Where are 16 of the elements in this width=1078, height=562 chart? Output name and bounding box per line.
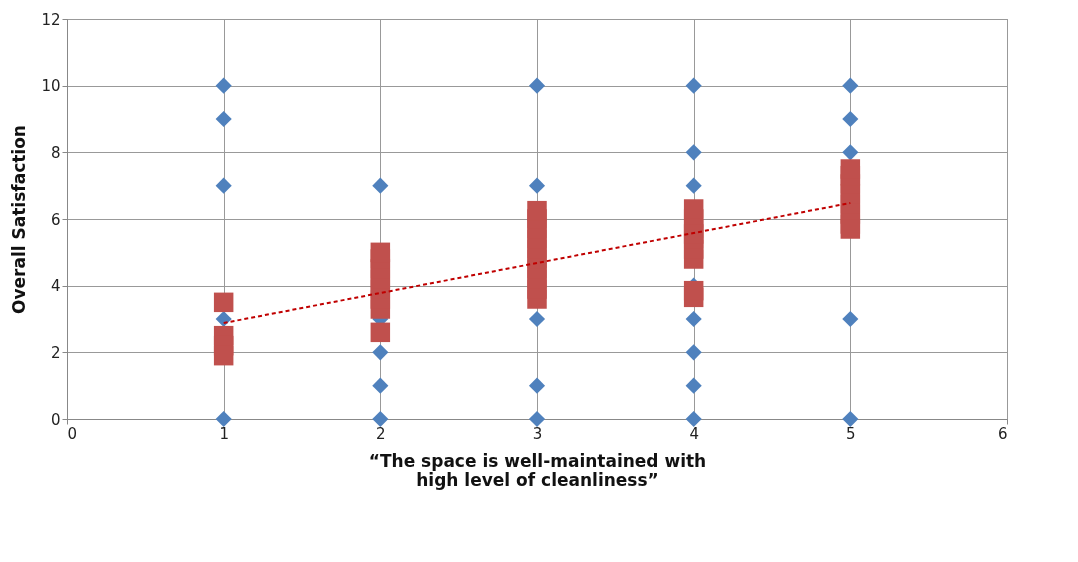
x-tick-label: 4 <box>689 424 699 443</box>
x-axis-title: “The space is well-maintained with high level of cleanliness” <box>368 450 707 490</box>
y-tick-label: 10 <box>41 77 61 96</box>
y-tick-label: 8 <box>50 143 61 162</box>
x-tick-label: 0 <box>67 424 78 443</box>
y-axis-title: Overall Satisfaction <box>9 125 30 314</box>
y-tick-label: 4 <box>50 277 61 296</box>
y-tick-label: 12 <box>41 10 61 29</box>
x-tick-label: 6 <box>997 424 1008 443</box>
y-tick-label: 2 <box>50 343 61 362</box>
y-tick-label: 6 <box>50 210 61 229</box>
y-tick-label: 0 <box>50 410 61 429</box>
x-tick-label: 1 <box>219 424 229 443</box>
x-tick-label: 5 <box>846 424 856 443</box>
x-tick-label: 2 <box>376 424 386 443</box>
x-tick-label: 3 <box>532 424 543 443</box>
